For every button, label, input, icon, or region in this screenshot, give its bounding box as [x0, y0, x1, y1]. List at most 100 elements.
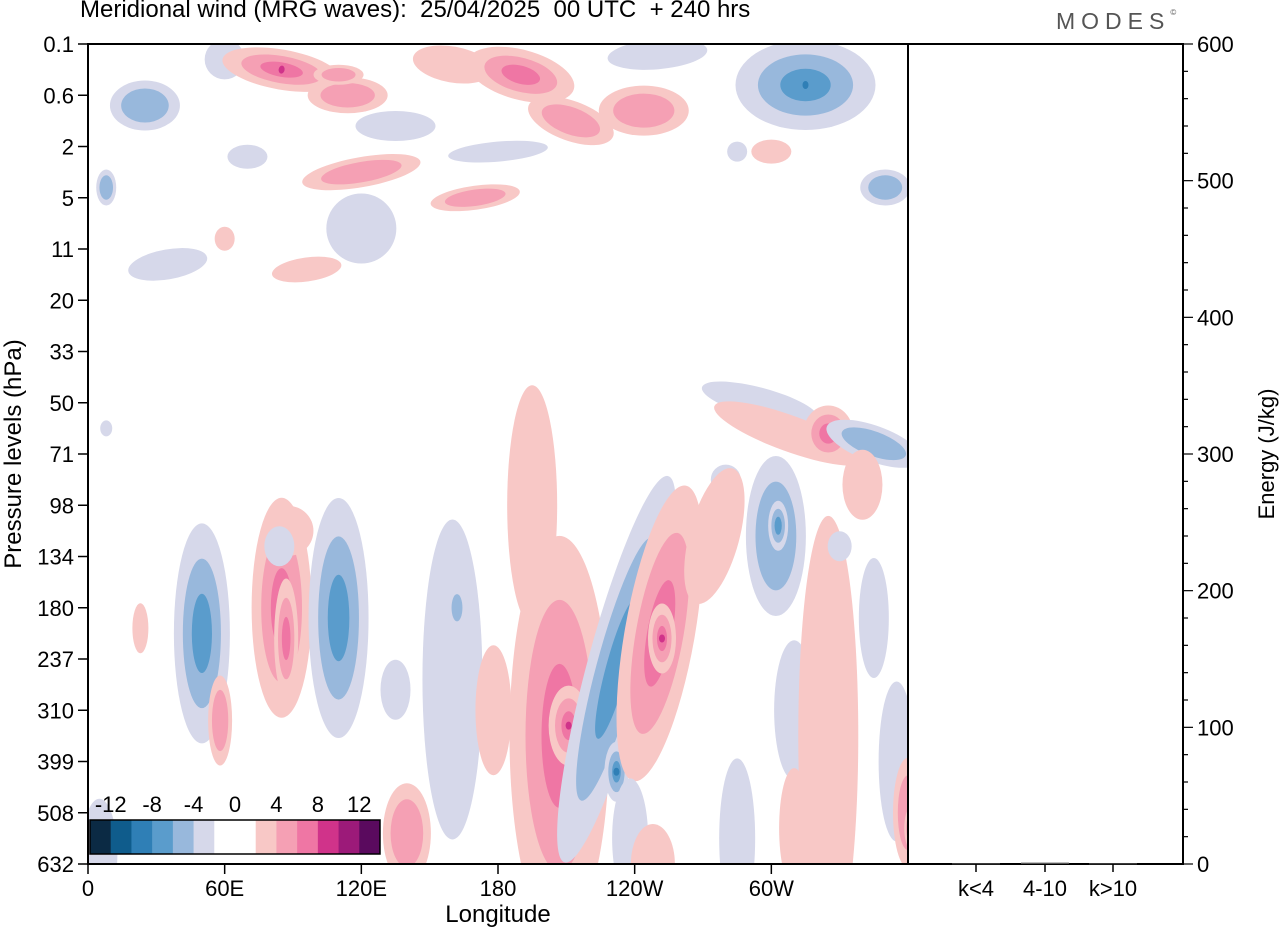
negative-wind-contour [451, 594, 463, 622]
negative-wind-contour [227, 144, 268, 169]
y-tick-label: 508 [37, 801, 74, 826]
negative-wind-contour [99, 175, 114, 200]
positive-wind-contour [798, 515, 859, 864]
colorbar-swatch [193, 820, 215, 854]
positive-wind-contour [842, 449, 883, 520]
colorbar-swatch [172, 820, 195, 854]
x-tick-label: 60E [205, 876, 244, 901]
x-tick-label: 120W [606, 876, 664, 901]
negative-wind-contour [264, 526, 295, 567]
energy-panel-frame [907, 43, 1184, 865]
energy-category-label: 4-10 [1023, 876, 1067, 901]
negative-wind-contour [448, 140, 548, 163]
negative-wind-contour [774, 516, 782, 535]
negative-wind-contour [100, 420, 113, 437]
negative-wind-contour [701, 381, 819, 424]
energy-tick-label: 600 [1197, 32, 1234, 57]
positive-wind-contour [904, 809, 908, 847]
y-axis-label: Pressure levels (hPa) [0, 339, 27, 568]
modes-logo: MODES© [1056, 8, 1177, 34]
longitude-axis: 0 60E 120E 180 120W 60W [82, 864, 794, 901]
energy-tick-label: 0 [1197, 852, 1209, 877]
x-axis-label: Longitude [445, 901, 550, 928]
energy-tick-label: 500 [1197, 169, 1234, 194]
positive-wind-contour [475, 645, 512, 776]
y-tick-label: 237 [37, 647, 74, 672]
energy-tick-label: 300 [1197, 442, 1234, 467]
y-tick-label: 632 [37, 852, 74, 877]
colorbar-swatch [255, 820, 277, 854]
colorbar-label: 0 [229, 792, 241, 817]
y-tick-label: 50 [50, 391, 74, 416]
energy-category-label: k>10 [1089, 876, 1137, 901]
positive-wind-contour [630, 824, 675, 864]
colorbar-label: -8 [142, 792, 162, 817]
energy-tick-label: 100 [1197, 715, 1234, 740]
colorbar-label: 8 [312, 792, 324, 817]
colorbar-swatch [131, 820, 153, 854]
wind-contour-field [88, 44, 908, 864]
x-tick-label: 60W [749, 876, 794, 901]
positive-wind-contour [214, 226, 235, 251]
pressure-axis: 0.1 0.6 2 5 11 20 33 50 71 98 134 180 237 310 399 508 63… [37, 32, 88, 877]
positive-wind-contour [211, 689, 229, 752]
energy-axis-label: Energy (J/kg) [1254, 389, 1279, 520]
negative-wind-contour [422, 519, 483, 840]
energy-bar [1021, 862, 1069, 864]
y-tick-label: 20 [50, 288, 74, 313]
x-tick-label: 0 [82, 876, 94, 901]
energy-bar [1089, 863, 1137, 865]
positive-wind-contour [659, 634, 665, 643]
y-tick-label: 0.1 [43, 32, 74, 57]
y-tick-label: 98 [50, 493, 74, 518]
y-tick-label: 33 [50, 340, 74, 365]
positive-wind-contour [132, 603, 149, 654]
y-tick-label: 310 [37, 698, 74, 723]
negative-wind-contour [613, 767, 620, 776]
energy-category-label: k<4 [958, 876, 994, 901]
colorbar-label: 12 [347, 792, 371, 817]
colorbar-swatch [338, 820, 360, 854]
positive-wind-contour [501, 64, 541, 85]
y-tick-label: 5 [62, 186, 74, 211]
colorbar-swatch [297, 820, 319, 854]
colorbar-swatch [214, 820, 236, 854]
positive-wind-contour [278, 65, 285, 74]
negative-wind-contour [327, 574, 350, 662]
negative-wind-contour [802, 81, 809, 89]
y-tick-label: 134 [37, 545, 74, 570]
positive-wind-contour [779, 768, 810, 864]
energy-tick-label: 200 [1197, 579, 1234, 604]
energy-bar-panel: 0 100 200 300 400 500 600 k<4 4-10 k>10 [952, 32, 1234, 901]
positive-wind-contour [444, 188, 506, 207]
colorbar-swatch [235, 820, 257, 854]
colorbar-swatch [317, 820, 340, 854]
energy-bar [952, 863, 1000, 865]
y-tick-label: 71 [50, 442, 74, 467]
colorbar-swatch [152, 820, 174, 854]
colorbar-swatch [276, 820, 298, 854]
colorbar: -12 -8 -4 0 4 8 12 [89, 792, 381, 855]
colorbar-label: -12 [95, 792, 127, 817]
negative-wind-contour [121, 88, 169, 123]
positive-wind-contour [565, 721, 572, 730]
positive-wind-contour [813, 834, 844, 864]
chart-title: Meridional wind (MRG waves): 25/04/2025 … [80, 0, 751, 23]
negative-wind-contour [868, 175, 903, 200]
positive-wind-contour [613, 93, 675, 128]
negative-wind-contour [858, 558, 889, 678]
negative-wind-contour [326, 193, 397, 264]
positive-wind-contour [684, 468, 745, 604]
colorbar-swatch [359, 820, 381, 854]
positive-wind-contour [320, 83, 375, 108]
energy-tick-label: 400 [1197, 305, 1234, 330]
negative-wind-contour [191, 593, 212, 673]
colorbar-swatch [110, 820, 132, 854]
positive-wind-contour [281, 616, 291, 661]
positive-wind-contour [541, 104, 601, 138]
x-tick-label: 120E [336, 876, 387, 901]
y-tick-label: 399 [37, 750, 74, 775]
negative-wind-contour [607, 44, 708, 70]
positive-wind-contour [321, 67, 356, 82]
